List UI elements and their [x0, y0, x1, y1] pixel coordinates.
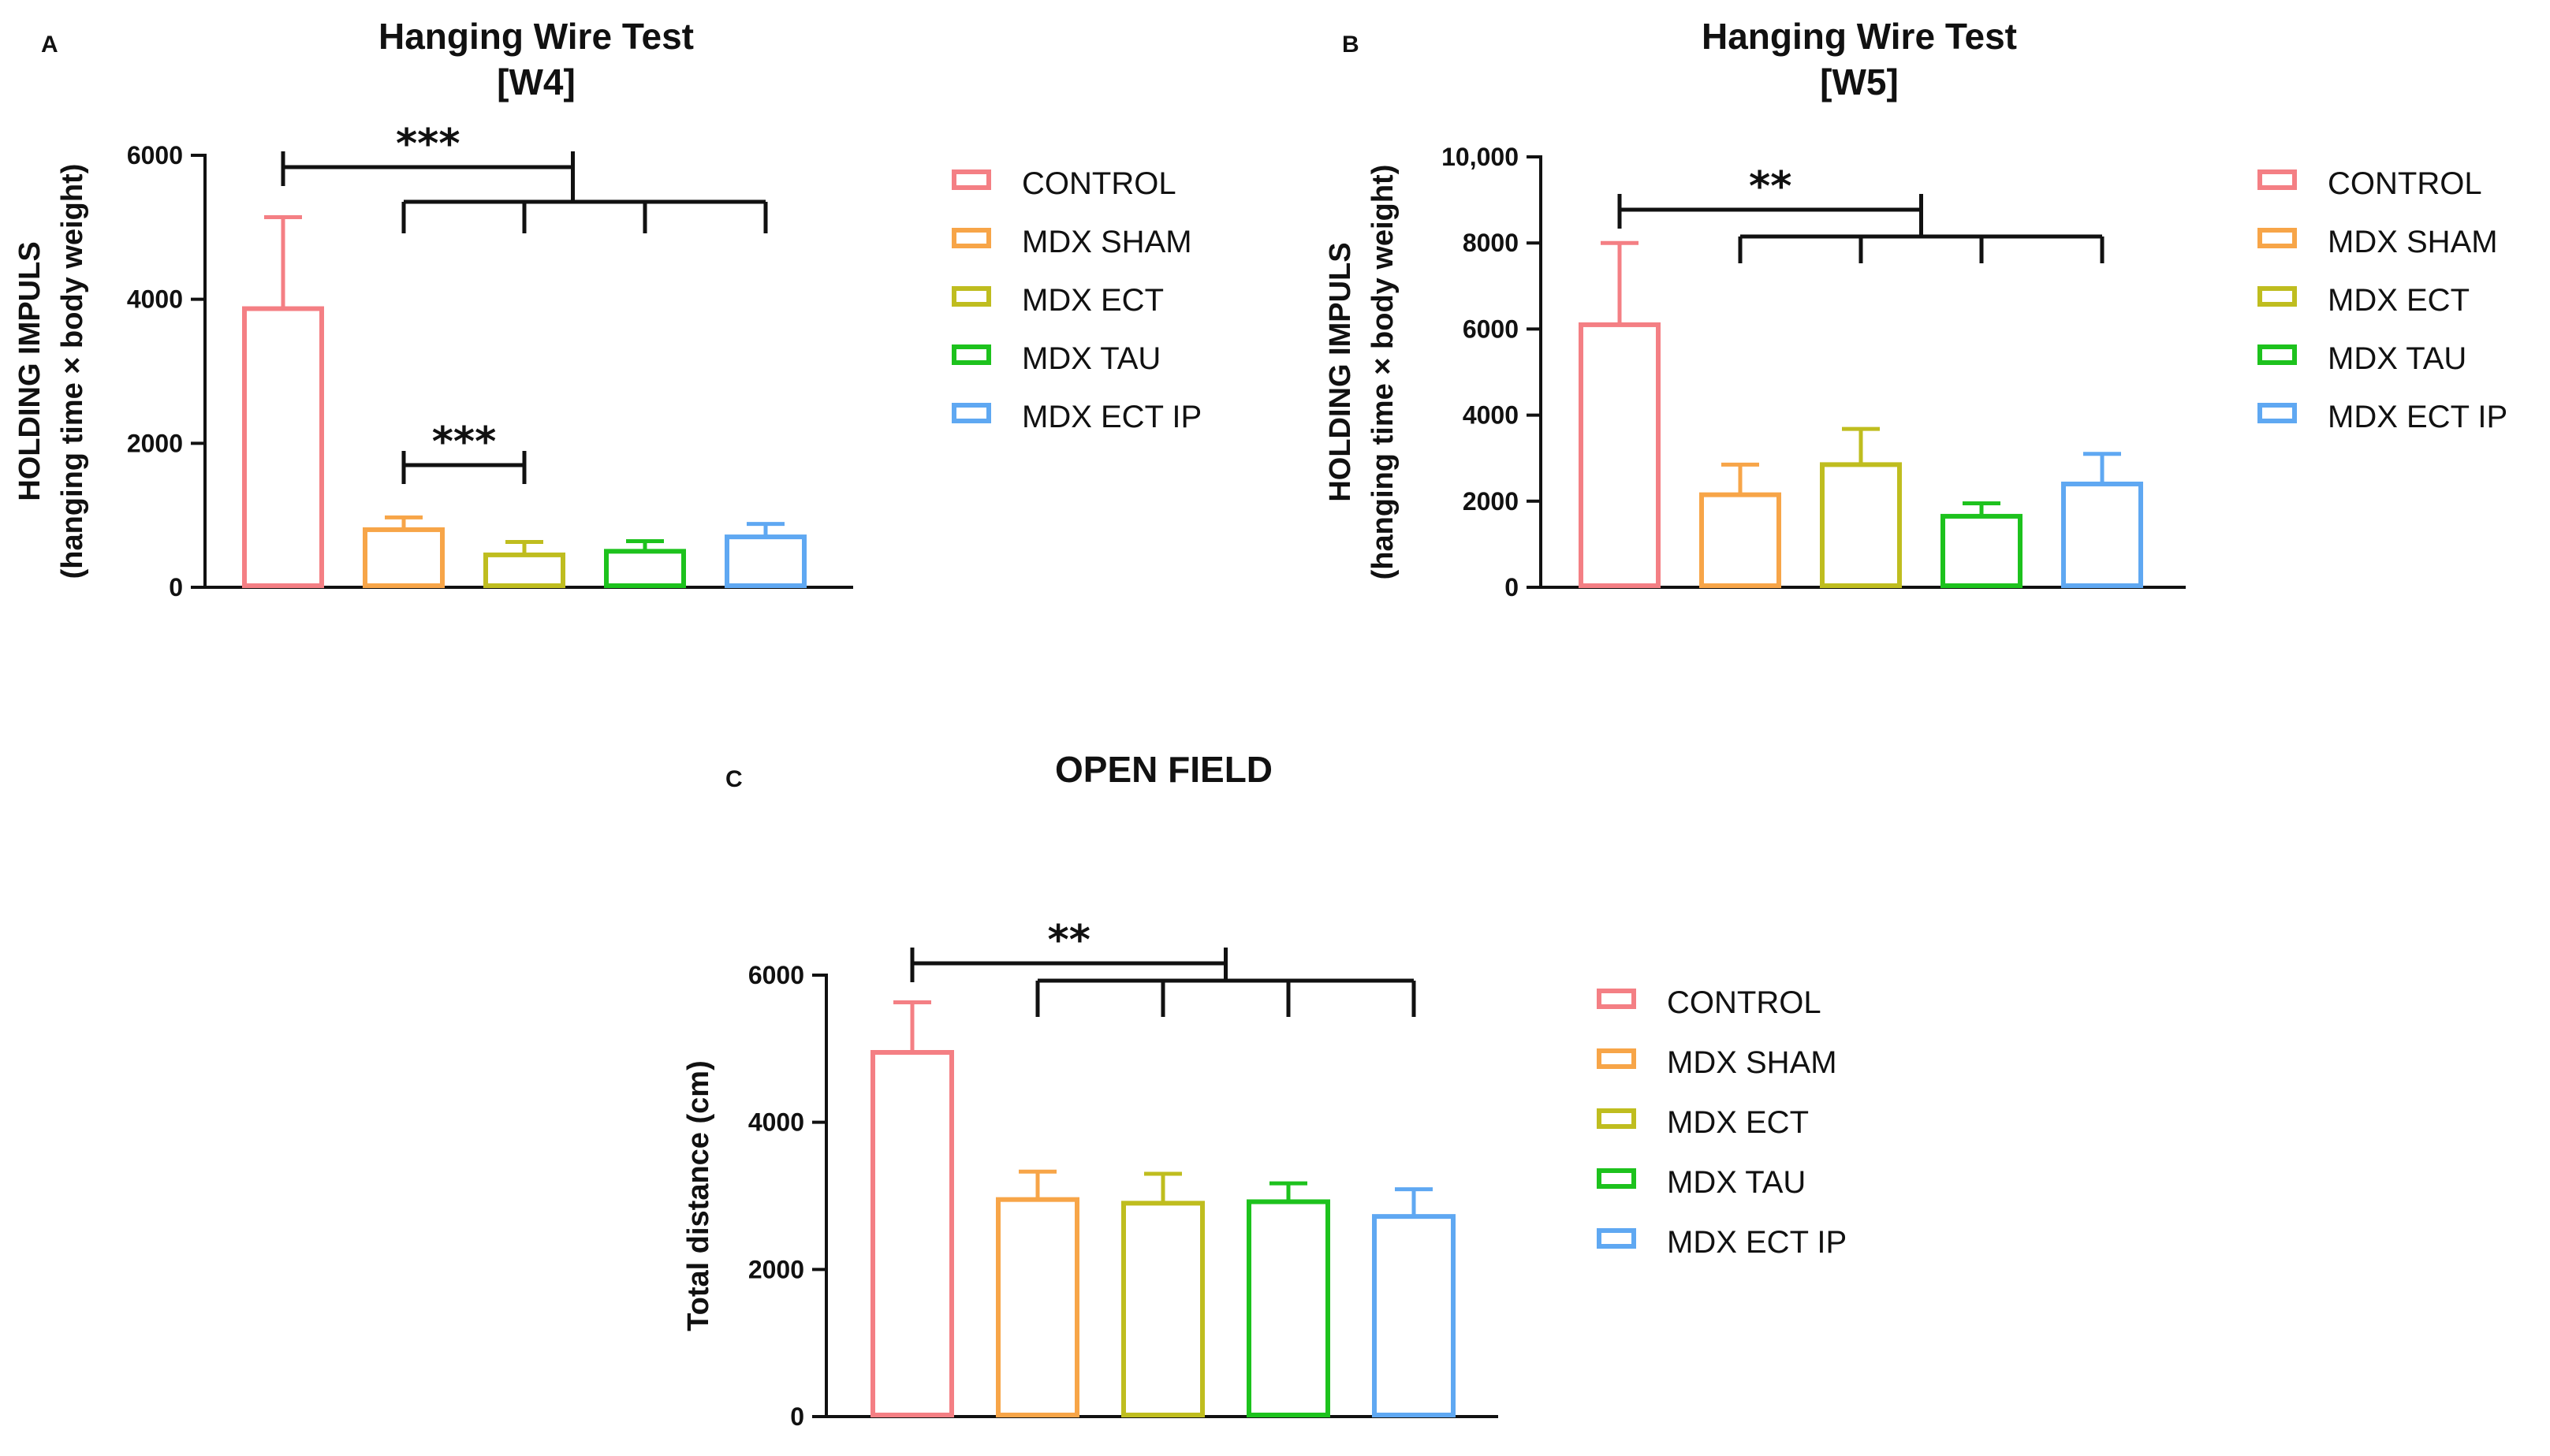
legend-label: MDX ECT [1667, 1105, 1809, 1140]
legend-swatch [2257, 169, 2297, 190]
bar-mdx-ect [1820, 462, 1902, 589]
legend-label: MDX TAU [1667, 1165, 1806, 1200]
legend-label: CONTROL [1022, 166, 1176, 201]
significance-stars: *** [396, 121, 460, 168]
significance-stars: *** [432, 419, 497, 466]
chart-title-line: OPEN FIELD [1055, 749, 1273, 790]
legend-swatch [952, 286, 991, 307]
y-tick-label: 0 [790, 1402, 804, 1431]
legend-label: MDX SHAM [1667, 1045, 1837, 1080]
legend-swatch [952, 169, 991, 190]
y-tick-label: 2000 [127, 429, 183, 457]
legend-swatch [1597, 989, 1636, 1009]
chart-panel-c: C OPEN FIELD Total distance (cm) 0 2000 4000 6… [682, 749, 1847, 1431]
y-tick-label: 4000 [1463, 401, 1519, 430]
legend-swatch [2257, 228, 2297, 248]
chart-title-line: Hanging Wire Test [1702, 16, 2017, 57]
bar-mdx-tau [1940, 513, 2022, 588]
bar-mdx-sham [996, 1197, 1079, 1417]
legend-label: MDX SHAM [1022, 225, 1192, 259]
legend-swatch [2257, 403, 2297, 423]
y-tick-label: 4000 [748, 1108, 804, 1137]
y-tick-label: 2000 [748, 1255, 804, 1283]
legend-swatch [2257, 344, 2297, 365]
y-axis-label: HOLDING IMPULS [13, 241, 47, 501]
bar-control [871, 1050, 954, 1417]
y-tick-label: 8000 [1463, 229, 1519, 257]
bar-control [1579, 322, 1661, 588]
legend-swatch [1597, 1168, 1636, 1189]
chart-panel-a: A Hanging Wire Test[W4] HOLDING IMPULS (han… [13, 16, 1202, 601]
legend-swatch [952, 344, 991, 365]
chart-title-line: [W4] [497, 61, 576, 102]
legend-swatch [952, 403, 991, 423]
y-tick-label: 10,000 [1441, 143, 1519, 171]
y-tick-label: 4000 [127, 285, 183, 314]
bar-mdx-tau [604, 549, 686, 588]
legend-label: MDX TAU [2328, 341, 2466, 376]
bar-mdx-sham [1699, 492, 1781, 588]
bar-mdx-ect-ip [1372, 1214, 1456, 1417]
y-tick-label: 6000 [1463, 315, 1519, 343]
legend-label: MDX ECT [2328, 283, 2470, 318]
legend-label: MDX ECT IP [1667, 1225, 1847, 1260]
chart-title-line: Hanging Wire Test [378, 16, 694, 57]
legend-swatch [1597, 1228, 1636, 1249]
legend-swatch [2257, 286, 2297, 307]
legend-label: CONTROL [1667, 985, 1821, 1020]
panel-label: B [1342, 32, 1359, 58]
legend-label: MDX ECT IP [1022, 400, 1202, 434]
y-tick-label: 6000 [748, 961, 804, 989]
bar-mdx-tau [1247, 1199, 1330, 1417]
significance-stars: ** [1048, 917, 1090, 964]
bar-mdx-ect-ip [725, 534, 807, 588]
bar-mdx-ect [1121, 1201, 1205, 1418]
legend-label: CONTROL [2328, 166, 2482, 201]
panel-label: C [725, 766, 743, 792]
legend-label: MDX ECT [1022, 283, 1164, 318]
bar-mdx-ect [483, 552, 565, 589]
chart-title-line: [W5] [1820, 61, 1899, 102]
y-tick-label: 6000 [127, 141, 183, 169]
legend-label: MDX ECT IP [2328, 400, 2507, 434]
y-axis-label: (hanging time × body weight) [1366, 165, 1400, 580]
bar-mdx-sham [363, 527, 445, 589]
y-tick-label: 0 [1504, 573, 1519, 601]
legend-swatch [1597, 1108, 1636, 1129]
legend-label: MDX SHAM [2328, 225, 2498, 259]
bar-mdx-ect-ip [2061, 481, 2143, 589]
y-tick-label: 2000 [1463, 487, 1519, 516]
y-axis-label: (hanging time × body weight) [56, 164, 89, 579]
legend-label: MDX TAU [1022, 341, 1161, 376]
panel-label: A [41, 32, 58, 58]
chart-panel-b: B Hanging Wire Test[W5] HOLDING IMPULS (han… [1324, 16, 2507, 601]
significance-stars: ** [1749, 163, 1791, 210]
legend-swatch [952, 228, 991, 248]
legend-swatch [1597, 1048, 1636, 1069]
y-tick-label: 0 [169, 573, 183, 601]
y-axis-label: Total distance (cm) [682, 1060, 715, 1331]
bar-control [242, 306, 324, 588]
y-axis-label: HOLDING IMPULS [1324, 242, 1357, 501]
